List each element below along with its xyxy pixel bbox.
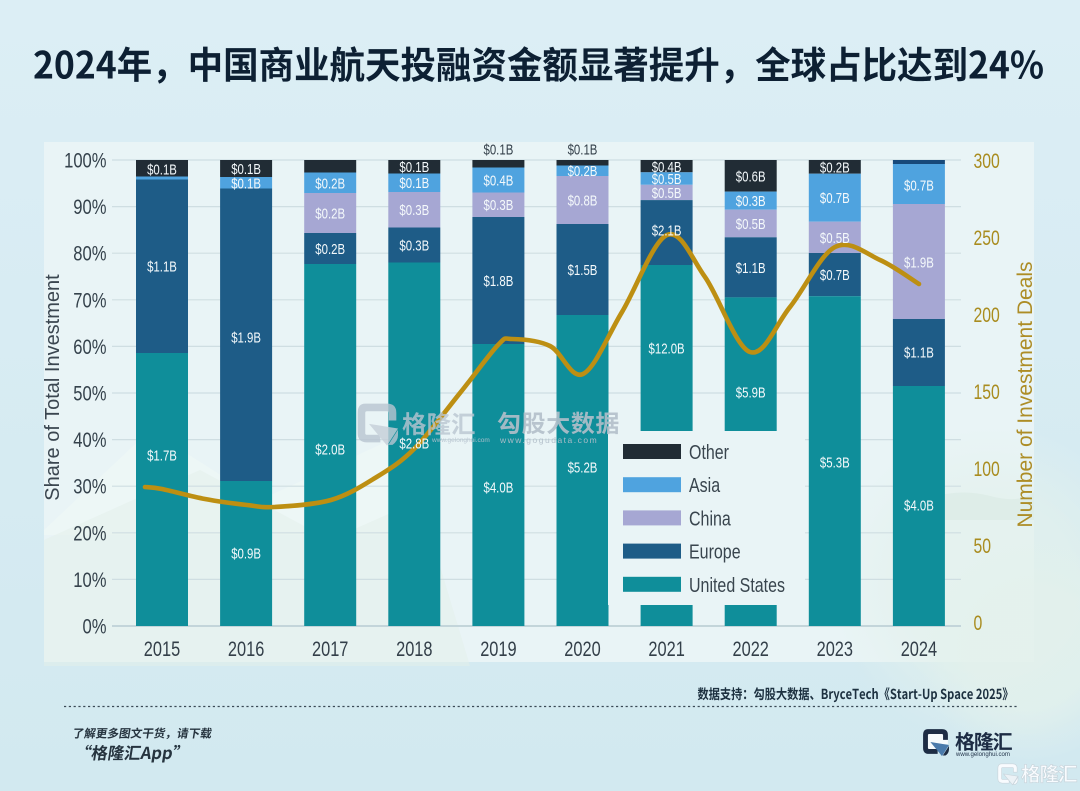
svg-text:2022: 2022 <box>733 638 769 661</box>
svg-text:$0.7B: $0.7B <box>820 190 850 207</box>
svg-text:2020: 2020 <box>564 638 600 661</box>
svg-text:$0.2B: $0.2B <box>820 159 850 176</box>
svg-text:$0.4B: $0.4B <box>484 172 514 189</box>
svg-text:2016: 2016 <box>228 638 264 661</box>
svg-text:0%: 0% <box>83 616 107 639</box>
svg-text:70%: 70% <box>73 289 106 312</box>
svg-text:$0.1B: $0.1B <box>147 161 177 178</box>
svg-text:$0.6B: $0.6B <box>736 168 766 185</box>
svg-text:$0.3B: $0.3B <box>399 202 429 219</box>
svg-text:80%: 80% <box>73 243 106 266</box>
svg-text:$2.8B: $2.8B <box>399 435 429 452</box>
svg-text:10%: 10% <box>73 569 106 592</box>
svg-text:$0.1B: $0.1B <box>399 175 429 192</box>
svg-text:30%: 30% <box>73 476 106 499</box>
svg-text:0: 0 <box>974 612 983 635</box>
svg-text:$0.3B: $0.3B <box>399 237 429 254</box>
svg-text:100: 100 <box>974 458 1000 481</box>
svg-text:2023: 2023 <box>817 638 853 661</box>
svg-text:$0.9B: $0.9B <box>231 545 261 562</box>
svg-text:$4.0B: $4.0B <box>904 497 934 514</box>
svg-text:$4.0B: $4.0B <box>484 479 514 496</box>
svg-text:$0.5B: $0.5B <box>652 185 682 202</box>
svg-text:90%: 90% <box>73 196 106 219</box>
svg-text:250: 250 <box>974 227 1000 250</box>
svg-text:300: 300 <box>974 150 1000 173</box>
svg-text:60%: 60% <box>73 336 106 359</box>
svg-text:$0.1B: $0.1B <box>568 141 598 158</box>
svg-text:$0.7B: $0.7B <box>904 177 934 194</box>
svg-text:$0.5B: $0.5B <box>652 171 682 188</box>
svg-text:$0.2B: $0.2B <box>315 205 345 222</box>
svg-text:$1.5B: $1.5B <box>568 262 598 279</box>
svg-text:$0.3B: $0.3B <box>484 197 514 214</box>
svg-text:$1.1B: $1.1B <box>736 260 766 277</box>
svg-text:2015: 2015 <box>144 638 180 661</box>
svg-text:2024: 2024 <box>901 638 938 661</box>
svg-text:$0.2B: $0.2B <box>568 163 598 180</box>
svg-text:100%: 100% <box>64 150 106 173</box>
svg-text:www.gelonghui.com: www.gelonghui.com <box>431 437 490 444</box>
svg-text:United States: United States <box>689 574 785 597</box>
svg-text:$0.4B: $0.4B <box>652 159 682 176</box>
svg-text:$12.0B: $12.0B <box>649 340 685 357</box>
svg-text:$5.9B: $5.9B <box>736 384 766 401</box>
svg-text:$0.1B: $0.1B <box>484 141 514 158</box>
svg-text:Number of Investment Deals: Number of Investment Deals <box>1014 261 1037 527</box>
svg-text:2018: 2018 <box>396 638 432 661</box>
svg-text:20%: 20% <box>73 522 106 545</box>
svg-text:50: 50 <box>974 535 992 558</box>
svg-text:$0.5B: $0.5B <box>820 230 850 247</box>
svg-text:www.gogudata.com: www.gogudata.com <box>499 435 598 445</box>
svg-text:China: China <box>689 507 731 530</box>
svg-text:$5.2B: $5.2B <box>568 459 598 476</box>
svg-text:$2.1B: $2.1B <box>652 222 682 239</box>
svg-text:50%: 50% <box>73 383 106 406</box>
svg-text:$0.7B: $0.7B <box>820 267 850 284</box>
svg-text:$2.0B: $2.0B <box>315 441 345 458</box>
svg-text:www.gelonghui.com: www.gelonghui.com <box>955 752 1010 758</box>
svg-text:$1.8B: $1.8B <box>484 273 514 290</box>
svg-text:$0.8B: $0.8B <box>568 192 598 209</box>
svg-text:$1.1B: $1.1B <box>904 344 934 361</box>
svg-text:200: 200 <box>974 304 1000 327</box>
svg-text:$1.9B: $1.9B <box>231 329 261 346</box>
svg-text:$1.9B: $1.9B <box>904 254 934 271</box>
svg-text:$0.1B: $0.1B <box>231 175 261 192</box>
svg-text:$0.1B: $0.1B <box>399 159 429 176</box>
svg-text:2019: 2019 <box>480 638 516 661</box>
svg-text:$5.3B: $5.3B <box>820 454 850 471</box>
svg-text:2017: 2017 <box>312 638 348 661</box>
svg-text:$0.5B: $0.5B <box>736 216 766 233</box>
svg-text:150: 150 <box>974 381 1000 404</box>
svg-text:Asia: Asia <box>689 474 721 497</box>
svg-text:$1.1B: $1.1B <box>147 258 177 275</box>
svg-text:Europe: Europe <box>689 541 741 564</box>
svg-text:Share of Total Investment: Share of Total Investment <box>42 274 64 501</box>
svg-text:Other: Other <box>689 441 729 464</box>
svg-text:$0.3B: $0.3B <box>736 193 766 210</box>
svg-text:$0.1B: $0.1B <box>231 161 261 178</box>
svg-text:$1.7B: $1.7B <box>147 447 177 464</box>
svg-text:$0.2B: $0.2B <box>315 241 345 258</box>
svg-text:40%: 40% <box>73 429 106 452</box>
svg-text:$0.2B: $0.2B <box>315 175 345 192</box>
svg-text:2021: 2021 <box>648 638 684 661</box>
